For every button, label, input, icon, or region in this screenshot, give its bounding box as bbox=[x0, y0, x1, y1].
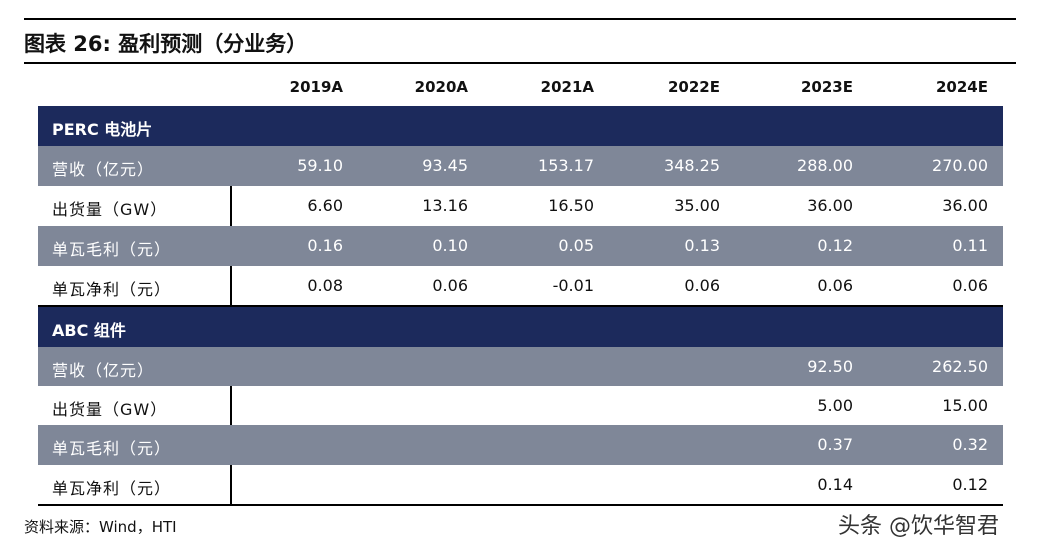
column-divider bbox=[230, 465, 232, 505]
cell-value: 5.00 bbox=[817, 396, 853, 415]
cell-value: 0.06 bbox=[432, 276, 468, 295]
cell-value: -0.01 bbox=[552, 276, 594, 295]
cell-value: 0.08 bbox=[307, 276, 343, 295]
table-row: 出货量（GW） 6.60 13.16 16.50 35.00 36.00 36.… bbox=[38, 186, 1003, 226]
watermark: 头条 @饮华智君 bbox=[838, 514, 999, 539]
column-header-row: 2019A 2020A 2021A 2022E 2023E 2024E bbox=[38, 68, 1003, 106]
cell-value: 59.10 bbox=[297, 156, 343, 175]
cell-value: 16.50 bbox=[548, 196, 594, 215]
cell-value: 0.16 bbox=[307, 236, 343, 255]
table-row: 单瓦毛利（元） 0.37 0.32 bbox=[38, 425, 1003, 465]
column-header: 2024E bbox=[936, 78, 988, 96]
row-label: 营收（亿元） bbox=[52, 361, 155, 380]
table-row: 单瓦净利（元） 0.14 0.12 bbox=[38, 465, 1003, 505]
cell-value: 0.06 bbox=[817, 276, 853, 295]
table-row: 单瓦净利（元） 0.08 0.06 -0.01 0.06 0.06 0.06 bbox=[38, 266, 1003, 306]
section-header-abc: ABC 组件 bbox=[38, 307, 1003, 347]
cell-value: 262.50 bbox=[932, 357, 988, 376]
table-row: 营收（亿元） 59.10 93.45 153.17 348.25 288.00 … bbox=[38, 146, 1003, 186]
cell-value: 0.12 bbox=[817, 236, 853, 255]
cell-value: 0.05 bbox=[558, 236, 594, 255]
cell-value: 288.00 bbox=[797, 156, 853, 175]
cell-value: 92.50 bbox=[807, 357, 853, 376]
cell-value: 0.12 bbox=[952, 475, 988, 494]
cell-value: 13.16 bbox=[422, 196, 468, 215]
table-row: 出货量（GW） 5.00 15.00 bbox=[38, 386, 1003, 426]
cell-value: 0.13 bbox=[684, 236, 720, 255]
cell-value: 270.00 bbox=[932, 156, 988, 175]
row-label: 出货量（GW） bbox=[52, 200, 168, 219]
cell-value: 15.00 bbox=[942, 396, 988, 415]
row-label: 营收（亿元） bbox=[52, 160, 155, 179]
row-label: 单瓦毛利（元） bbox=[52, 439, 172, 458]
column-header: 2020A bbox=[414, 78, 468, 96]
row-label: 单瓦净利（元） bbox=[52, 280, 172, 299]
column-header: 2021A bbox=[540, 78, 594, 96]
table-bottom-border bbox=[38, 504, 1003, 506]
column-header: 2023E bbox=[801, 78, 853, 96]
row-label: 单瓦净利（元） bbox=[52, 479, 172, 498]
column-header: 2019A bbox=[289, 78, 343, 96]
row-label: 出货量（GW） bbox=[52, 400, 168, 419]
cell-value: 6.60 bbox=[307, 196, 343, 215]
cell-value: 36.00 bbox=[942, 196, 988, 215]
cell-value: 0.14 bbox=[817, 475, 853, 494]
table-row: 营收（亿元） 92.50 262.50 bbox=[38, 347, 1003, 387]
cell-value: 36.00 bbox=[807, 196, 853, 215]
row-label: 单瓦毛利（元） bbox=[52, 240, 172, 259]
cell-value: 35.00 bbox=[674, 196, 720, 215]
section-divider bbox=[38, 305, 1003, 307]
column-divider bbox=[230, 186, 232, 226]
title-bar: 图表 26: 盈利预测（分业务） bbox=[24, 18, 1016, 64]
table-row: 单瓦毛利（元） 0.16 0.10 0.05 0.13 0.12 0.11 bbox=[38, 226, 1003, 266]
cell-value: 0.10 bbox=[432, 236, 468, 255]
cell-value: 0.32 bbox=[952, 435, 988, 454]
cell-value: 0.11 bbox=[952, 236, 988, 255]
cell-value: 0.06 bbox=[952, 276, 988, 295]
column-divider bbox=[230, 266, 232, 306]
cell-value: 0.06 bbox=[684, 276, 720, 295]
page-title: 图表 26: 盈利预测（分业务） bbox=[24, 32, 308, 56]
column-header: 2022E bbox=[668, 78, 720, 96]
source-note: 资料来源：Wind，HTI bbox=[24, 518, 177, 536]
cell-value: 348.25 bbox=[664, 156, 720, 175]
cell-value: 93.45 bbox=[422, 156, 468, 175]
cell-value: 0.37 bbox=[817, 435, 853, 454]
cell-value: 153.17 bbox=[538, 156, 594, 175]
column-divider bbox=[230, 386, 232, 425]
section-header-perc: PERC 电池片 bbox=[38, 106, 1003, 146]
